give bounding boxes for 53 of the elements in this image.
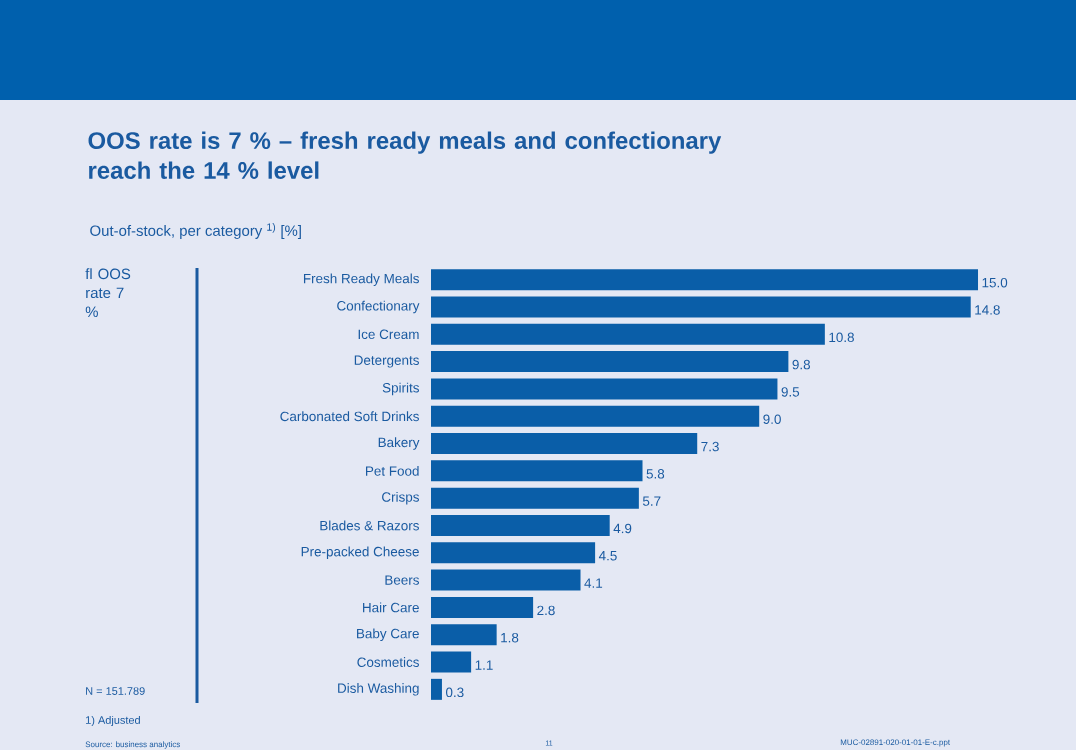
bar bbox=[431, 323, 825, 345]
bar bbox=[431, 569, 581, 591]
data-label: 9.0 bbox=[763, 414, 781, 424]
chart-title: OOS rate is 7 % – fresh ready meals and confectionary reach the 14 % level bbox=[88, 131, 722, 179]
y-tick-label: Carbonated Soft Drinks bbox=[280, 411, 419, 422]
bar bbox=[431, 678, 442, 700]
y-tick-label: Pet Food bbox=[366, 465, 419, 476]
y-tick-label: Detergents bbox=[354, 355, 419, 368]
data-label: 1.8 bbox=[501, 632, 519, 643]
bar bbox=[431, 296, 971, 318]
bar bbox=[431, 378, 778, 400]
y-tick-label: Cosmetics bbox=[357, 657, 419, 667]
data-label: 15.0 bbox=[982, 277, 1008, 288]
y-tick-label: Blades & Razors bbox=[320, 520, 419, 531]
bar bbox=[431, 405, 760, 427]
bar bbox=[431, 433, 698, 455]
bar bbox=[431, 351, 789, 373]
bar bbox=[431, 487, 639, 509]
text: fl OOS rate 7 % bbox=[85, 268, 131, 317]
y-tick-label: Bakery bbox=[378, 437, 420, 450]
data-label: 1.1 bbox=[475, 660, 493, 670]
data-label: 14.8 bbox=[975, 305, 1000, 315]
data-label: 4.5 bbox=[598, 551, 617, 561]
data-label: 9.8 bbox=[792, 359, 811, 370]
y-tick-label: Fresh Ready Meals bbox=[303, 273, 419, 286]
y-tick-label: Ice Cream bbox=[358, 329, 419, 340]
bar bbox=[431, 269, 979, 291]
bar bbox=[431, 460, 643, 482]
y-tick-label: Hair Care bbox=[363, 602, 419, 613]
y-tick-label: Confectionary bbox=[337, 300, 420, 314]
bar bbox=[431, 596, 534, 618]
data-label: 10.8 bbox=[829, 332, 854, 343]
y-tick-label: Beers bbox=[385, 575, 419, 585]
bar bbox=[431, 542, 596, 564]
text: N = 151.789 bbox=[86, 687, 145, 695]
data-label: 2.8 bbox=[537, 605, 555, 616]
data-label: 4.9 bbox=[613, 523, 632, 534]
bar bbox=[431, 514, 610, 536]
bar bbox=[431, 651, 472, 673]
data-label: 5.8 bbox=[646, 469, 665, 479]
bar bbox=[431, 624, 497, 646]
data-label: 0.3 bbox=[446, 687, 464, 698]
data-label: 9.5 bbox=[781, 387, 800, 397]
text: Out-of-stock, per category $^{1)}$ [%] bbox=[90, 223, 301, 239]
y-tick-label: Spirits bbox=[382, 382, 419, 396]
data-label: 7.3 bbox=[701, 441, 719, 452]
y-tick-label: Dish Washing bbox=[338, 683, 419, 696]
y-tick-label: Pre-packed Cheese bbox=[301, 546, 419, 560]
y-tick-label: Crisps bbox=[382, 491, 419, 505]
y-tick-label: Baby Care bbox=[357, 628, 419, 641]
data-label: 5.7 bbox=[642, 496, 661, 506]
text: 1) Adjusted bbox=[86, 715, 140, 727]
data-label: 4.1 bbox=[584, 578, 603, 588]
